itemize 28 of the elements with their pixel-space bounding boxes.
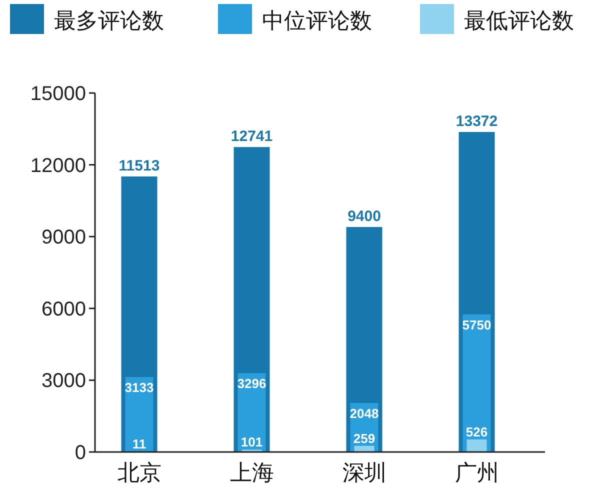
data-label: 259 bbox=[353, 430, 376, 446]
bar bbox=[125, 377, 154, 452]
data-label: 9400 bbox=[348, 208, 381, 226]
data-label: 13372 bbox=[456, 112, 498, 130]
y-tick-label: 3000 bbox=[42, 370, 86, 392]
y-tick-label: 9000 bbox=[42, 226, 86, 249]
x-tick-label: 广州 bbox=[454, 460, 499, 485]
data-label: 526 bbox=[466, 424, 488, 440]
x-tick-label: 深圳 bbox=[342, 460, 386, 485]
legend-label: 中位评论数 bbox=[262, 8, 372, 33]
x-tick-label: 北京 bbox=[117, 460, 162, 485]
data-label: 11513 bbox=[118, 157, 160, 174]
data-label: 5750 bbox=[462, 317, 492, 332]
legend-label: 最多评论数 bbox=[54, 8, 164, 33]
data-label: 3296 bbox=[237, 376, 266, 392]
bar bbox=[466, 439, 487, 452]
data-label: 2048 bbox=[350, 406, 379, 421]
y-tick-label: 0 bbox=[74, 442, 86, 464]
data-label: 12741 bbox=[230, 128, 273, 146]
y-tick-label: 15000 bbox=[30, 83, 86, 105]
x-tick-label: 上海 bbox=[230, 460, 274, 485]
data-label: 101 bbox=[240, 434, 263, 450]
data-label: 3133 bbox=[124, 380, 154, 396]
data-label: 11 bbox=[132, 436, 146, 452]
legend-label: 最低评论数 bbox=[464, 8, 574, 33]
bar bbox=[462, 314, 491, 452]
y-tick-label: 6000 bbox=[42, 298, 86, 320]
y-tick-label: 12000 bbox=[30, 154, 86, 177]
